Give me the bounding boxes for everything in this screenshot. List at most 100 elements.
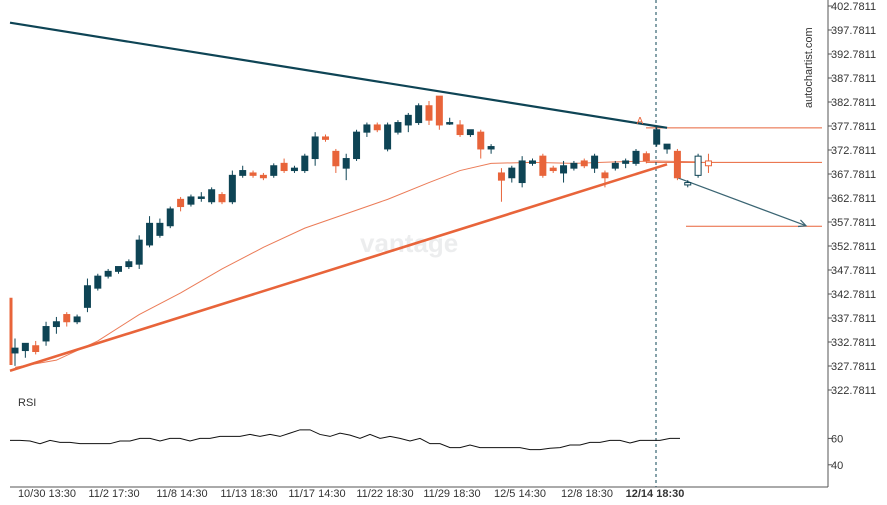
y-tick-label: 402.7811 <box>831 1 876 13</box>
candle-body <box>373 124 381 131</box>
candle <box>322 134 329 142</box>
candle <box>373 122 381 133</box>
candle-body <box>177 198 185 208</box>
candle-body <box>591 155 599 169</box>
candle <box>446 117 454 125</box>
candle <box>529 158 536 166</box>
candle <box>632 148 640 166</box>
candle-body <box>446 122 454 125</box>
vantage-watermark: vantage <box>360 228 458 258</box>
candle <box>32 340 40 355</box>
candle-body <box>497 172 505 181</box>
candle-body <box>115 266 122 272</box>
candle <box>342 153 350 181</box>
candle <box>539 153 547 178</box>
y-tick-label: 377.7811 <box>831 121 876 133</box>
candle-body <box>83 285 91 308</box>
horizontal-levels <box>646 0 822 487</box>
candle <box>425 100 433 125</box>
candle-body <box>663 143 671 150</box>
markers: A <box>637 116 644 127</box>
candle <box>270 163 278 178</box>
candle-body <box>611 162 619 169</box>
candle-body <box>239 170 247 176</box>
rsi-label: RSI <box>18 397 36 409</box>
candle <box>684 180 692 188</box>
candle-body <box>197 196 205 199</box>
x-tick-label: 10/30 13:30 <box>18 488 76 500</box>
candle <box>497 168 505 202</box>
candle-body <box>477 131 485 150</box>
x-tick-label: 11/29 18:30 <box>423 488 480 500</box>
candle <box>570 160 578 171</box>
candle <box>259 172 267 181</box>
candle <box>601 170 609 188</box>
x-tick-label: 11/8 14:30 <box>156 488 207 500</box>
candle-body <box>653 129 661 145</box>
candle-body <box>259 174 267 179</box>
x-tick-label: 11/22 18:30 <box>356 488 413 500</box>
candle-body <box>684 182 692 186</box>
candle <box>694 153 702 178</box>
candle-body <box>270 165 278 176</box>
candle <box>42 321 50 346</box>
projection-arrowhead <box>797 219 808 228</box>
candle-body <box>322 136 329 140</box>
candle <box>435 95 443 130</box>
candle <box>384 122 392 152</box>
y-tick-label: 387.7811 <box>831 73 876 85</box>
candle-body <box>311 136 319 160</box>
annotation-label: A <box>637 116 644 127</box>
y-tick-label: 337.7811 <box>831 313 876 325</box>
candle-body <box>104 270 112 277</box>
candle <box>104 268 112 279</box>
candle <box>177 196 185 212</box>
y-tick-label: 357.7811 <box>831 217 876 229</box>
candle <box>11 338 19 366</box>
candle-body <box>21 342 29 352</box>
candle <box>456 120 464 137</box>
candle-body <box>539 155 547 176</box>
candle-body <box>228 174 236 203</box>
watermark-text: vantage <box>360 228 458 258</box>
y-tick-label: 342.7811 <box>831 289 876 301</box>
candle-body <box>135 239 143 265</box>
candle-body <box>466 129 474 136</box>
candle-body <box>487 146 495 150</box>
x-tick-label: 11/13 18:30 <box>220 488 277 500</box>
y-tick-label: 322.7811 <box>831 385 876 397</box>
candle <box>560 160 568 183</box>
x-tick-label: 11/2 17:30 <box>88 488 139 500</box>
candle-body <box>560 165 568 174</box>
candle <box>280 158 288 173</box>
candle <box>115 266 122 274</box>
lower-trendline <box>9 163 668 372</box>
candle <box>311 132 319 166</box>
candle-body <box>156 222 164 236</box>
candle-body <box>456 124 464 136</box>
candle-body <box>280 162 288 172</box>
candle-body <box>673 150 681 179</box>
candle <box>487 144 495 154</box>
candle <box>642 151 650 164</box>
y-tick-label: 332.7811 <box>831 337 876 349</box>
candle-body <box>94 275 102 289</box>
rsi-line <box>10 429 680 451</box>
trendlines <box>9 21 808 372</box>
candle <box>228 170 236 205</box>
y-tick-label: 382.7811 <box>831 97 876 109</box>
candle-body <box>435 95 443 126</box>
candle <box>415 103 423 125</box>
candle <box>94 273 102 291</box>
y-tick-label: 362.7811 <box>831 193 876 205</box>
candle-body <box>601 172 609 179</box>
candle-body <box>425 105 433 121</box>
candle-body <box>508 167 516 179</box>
candle <box>197 192 205 202</box>
y-tick-label: 352.7811 <box>831 241 876 253</box>
candle-body <box>353 131 361 160</box>
candle-body <box>52 321 60 328</box>
candle-body <box>342 158 350 169</box>
candle-body <box>32 345 40 353</box>
